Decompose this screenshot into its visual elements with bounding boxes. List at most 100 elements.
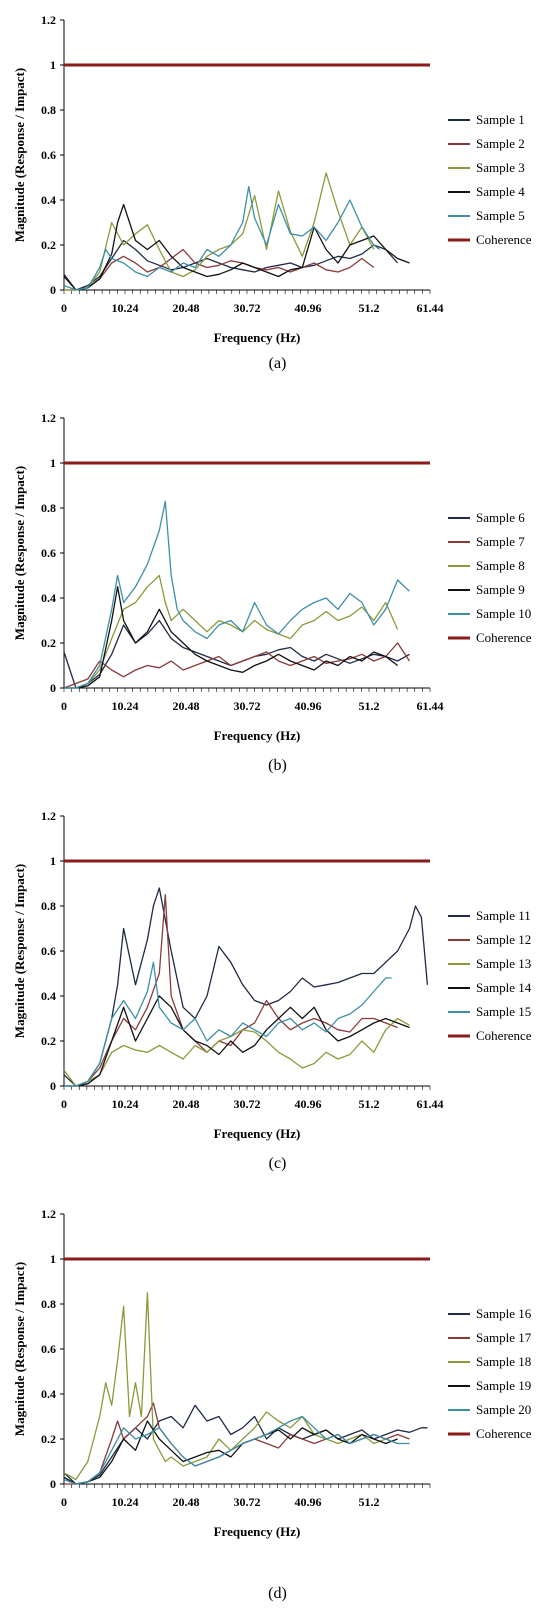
legend-label: Sample 5	[476, 208, 525, 223]
legend-label: Sample 8	[476, 558, 525, 573]
legend-label: Sample 3	[476, 160, 525, 175]
legend-label: Coherence	[476, 232, 532, 247]
x-tick-label: 0	[61, 1097, 67, 1111]
series-line	[63, 1404, 428, 1485]
legend-label: Sample 19	[476, 1378, 531, 1393]
series-line	[63, 1415, 410, 1485]
y-tick-label: 0	[50, 283, 56, 297]
x-tick-label: 40.96	[295, 301, 322, 315]
legend-label: Sample 6	[476, 510, 525, 525]
y-tick-label: 1	[50, 58, 56, 72]
legend-label: Sample 14	[476, 980, 532, 995]
series-line	[64, 894, 398, 1087]
legend-label: Sample 7	[476, 534, 525, 549]
panel-caption: (d)	[268, 1585, 287, 1602]
y-tick-label: 1.2	[41, 809, 56, 823]
y-tick-label: 0.2	[41, 238, 56, 252]
y-tick-label: 1	[50, 854, 56, 868]
x-tick-label: 61.44	[417, 301, 444, 315]
series-line	[64, 961, 392, 1087]
y-axis-label: Magnitude (Response / Impact)	[12, 466, 27, 640]
series-line	[63, 887, 429, 1087]
y-tick-label: 0.6	[41, 1342, 56, 1356]
series-line	[63, 619, 410, 689]
y-tick-label: 1.2	[41, 13, 56, 27]
series-line	[63, 185, 381, 291]
series-line	[63, 1017, 410, 1087]
x-axis-label: Frequency (Hz)	[214, 728, 301, 743]
legend-label: Sample 15	[476, 1004, 531, 1019]
legend-label: Sample 17	[476, 1330, 532, 1345]
x-tick-label: 40.96	[295, 1495, 322, 1509]
y-tick-label: 0.4	[41, 193, 56, 207]
x-tick-label: 10.24	[112, 1097, 139, 1111]
legend-label: Sample 2	[476, 136, 525, 151]
y-tick-label: 1.2	[41, 411, 56, 425]
x-tick-label: 51.2	[359, 301, 380, 315]
x-tick-label: 10.24	[112, 1495, 139, 1509]
x-axis-label: Frequency (Hz)	[214, 330, 301, 345]
y-tick-label: 0.6	[41, 148, 56, 162]
legend-label: Coherence	[476, 1028, 532, 1043]
x-tick-label: 30.72	[234, 301, 261, 315]
x-tick-label: 40.96	[295, 699, 322, 713]
x-tick-label: 30.72	[234, 1495, 261, 1509]
y-tick-label: 0.8	[41, 103, 56, 117]
series-line	[64, 248, 375, 291]
x-tick-label: 51.2	[359, 699, 380, 713]
y-axis-label: Magnitude (Response / Impact)	[12, 68, 27, 242]
legend-label: Sample 20	[476, 1402, 531, 1417]
legend-label: Coherence	[476, 630, 532, 645]
x-tick-label: 20.48	[173, 301, 200, 315]
x-axis-label: Frequency (Hz)	[214, 1126, 301, 1141]
y-tick-label: 1	[50, 456, 56, 470]
legend-label: Coherence	[476, 1426, 532, 1441]
legend-label: Sample 16	[476, 1306, 532, 1321]
x-tick-label: 51.2	[359, 1495, 380, 1509]
series-line	[63, 1420, 398, 1485]
legend-label: Sample 11	[476, 908, 531, 923]
series-line	[63, 642, 411, 689]
y-tick-label: 0.6	[41, 944, 56, 958]
x-tick-label: 61.44	[417, 699, 444, 713]
y-tick-label: 0.8	[41, 1297, 56, 1311]
series-line	[63, 1292, 398, 1481]
y-tick-label: 0.8	[41, 899, 56, 913]
series-line	[63, 203, 410, 291]
y-tick-label: 0.8	[41, 501, 56, 515]
x-tick-label: 61.44	[417, 1097, 444, 1111]
x-tick-label: 20.48	[173, 1495, 200, 1509]
legend-label: Sample 12	[476, 932, 531, 947]
x-tick-label: 30.72	[234, 1097, 261, 1111]
legend-label: Sample 13	[476, 956, 531, 971]
chart-svg: 0 0.2 0.4 0.6 0.8 1 1.2 0 10.24 20.48 30.72 40.96 51…	[12, 411, 532, 743]
x-tick-label: 20.48	[173, 699, 200, 713]
chart-svg: 0 0.2 0.4 0.6 0.8 1 1.2 0 10.24 20.48 30.72 40.96 51…	[12, 1207, 532, 1539]
panel-caption: (b)	[268, 757, 287, 774]
y-tick-label: 1	[50, 1252, 56, 1266]
series-line	[64, 172, 375, 291]
chart-panel: 0 0.2 0.4 0.6 0.8 1 1.2 0 10.24 20.48 30.72 40.96 51…	[0, 0, 555, 400]
series-line	[64, 586, 398, 689]
x-tick-label: 0	[61, 1495, 67, 1509]
chart-panel: 0 0.2 0.4 0.6 0.8 1 1.2 0 10.24 20.48 30.72 40.96 51…	[0, 1194, 555, 1602]
y-tick-label: 0.6	[41, 546, 56, 560]
x-tick-label: 20.48	[173, 1097, 200, 1111]
x-tick-label: 0	[61, 699, 67, 713]
y-tick-label: 0.4	[41, 1387, 56, 1401]
legend-label: Sample 9	[476, 582, 525, 597]
x-tick-label: 51.2	[359, 1097, 380, 1111]
series-line	[64, 500, 410, 689]
x-tick-label: 10.24	[112, 301, 139, 315]
panel-caption: (a)	[268, 355, 287, 372]
chart-panel: 0 0.2 0.4 0.6 0.8 1 1.2 0 10.24 20.48 30.72 40.96 51…	[0, 398, 555, 798]
y-tick-label: 0	[50, 1079, 56, 1093]
legend-label: Sample 1	[476, 112, 525, 127]
y-tick-label: 1.2	[41, 1207, 56, 1221]
chart-panel: 0 0.2 0.4 0.6 0.8 1 1.2 0 10.24 20.48 30.72 40.96 51…	[0, 796, 555, 1196]
x-tick-label: 0	[61, 301, 67, 315]
legend-label: Sample 18	[476, 1354, 531, 1369]
legend-label: Sample 10	[476, 606, 531, 621]
x-tick-label: 40.96	[295, 1097, 322, 1111]
chart-svg: 0 0.2 0.4 0.6 0.8 1 1.2 0 10.24 20.48 30.72 40.96 51…	[12, 13, 532, 345]
